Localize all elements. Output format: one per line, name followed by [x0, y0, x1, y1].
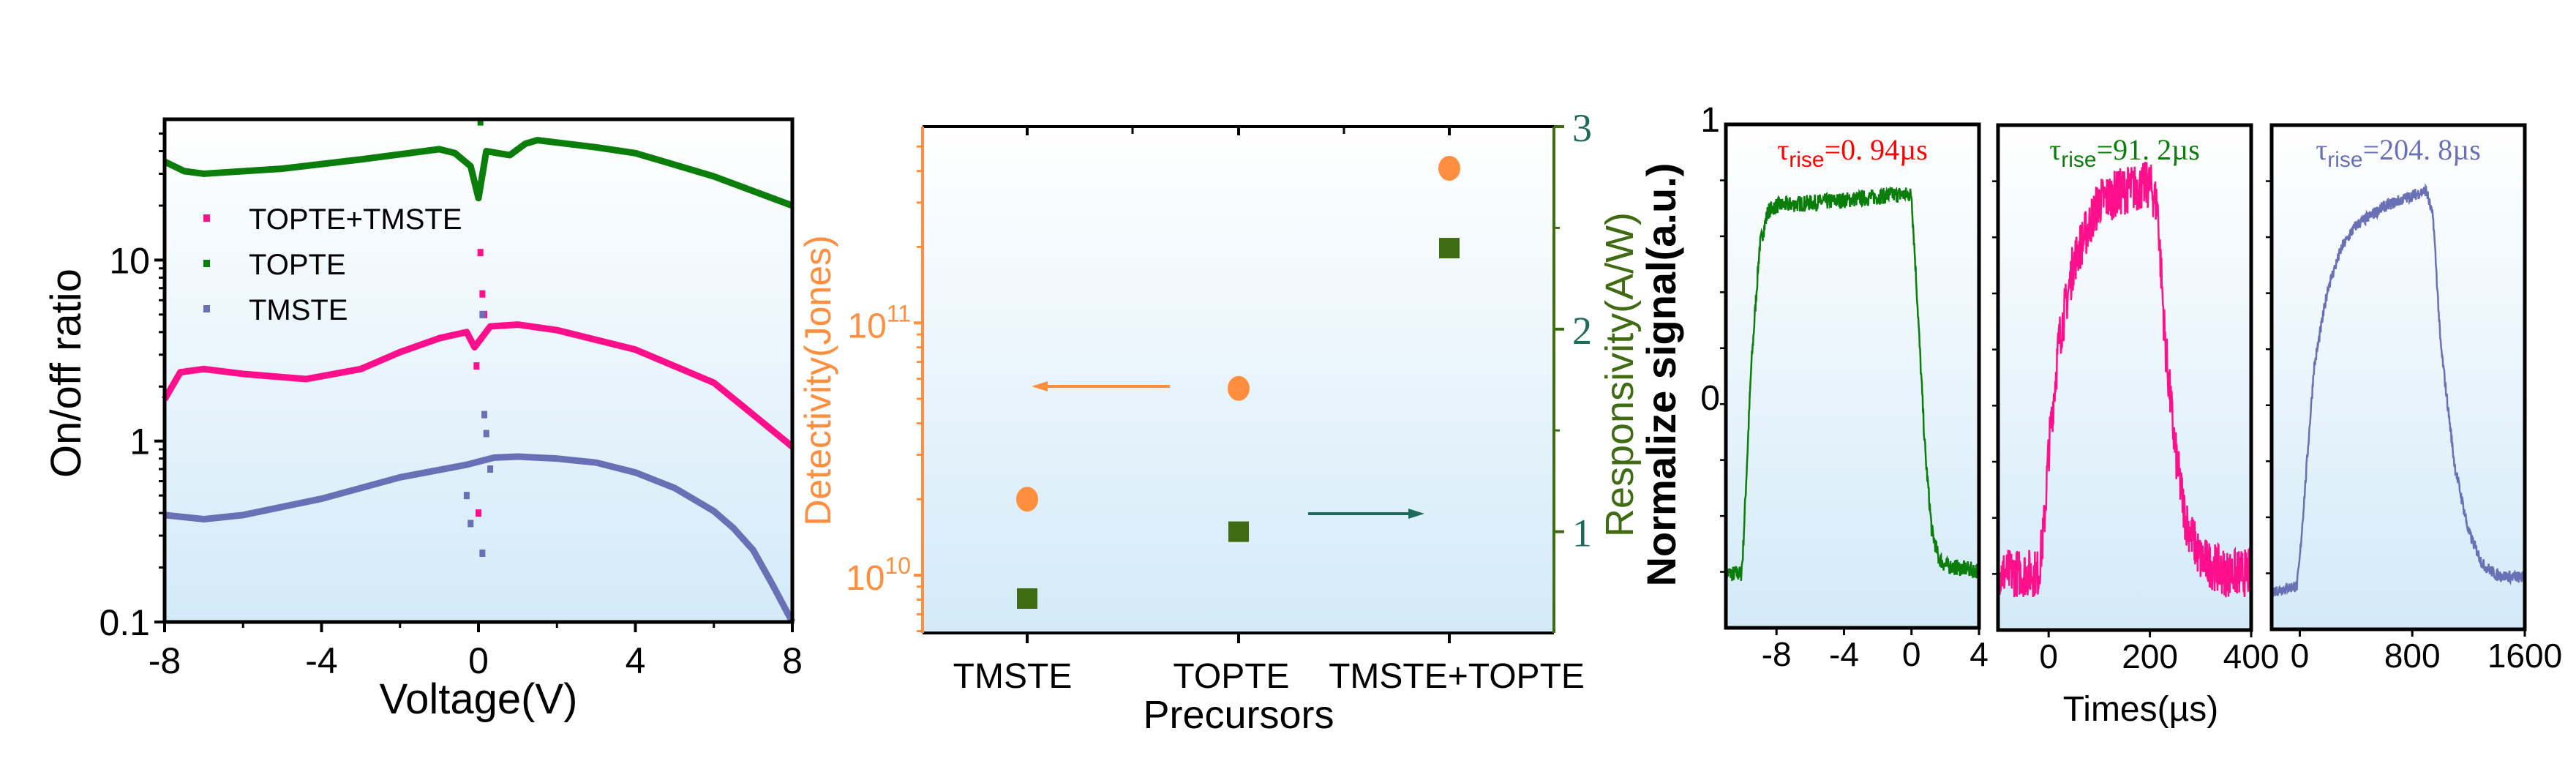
x-tick-label: 200: [2122, 637, 2178, 675]
x-tick-label: 0: [2291, 637, 2310, 675]
on-off-ratio-chart: TOPTE+TMSTE TOPTE TMSTE -8 -4 0 4 8 0.1 1 10: [99, 117, 803, 681]
responsivity-point: [1017, 588, 1037, 609]
data-point: [477, 249, 484, 257]
detectivity-point: [1228, 375, 1250, 401]
y-left-tick-label: 1010: [846, 552, 911, 598]
p2-xlabel: Precursors: [1143, 693, 1334, 737]
p1-xlabel: Voltage(V): [380, 675, 578, 723]
x-tick-label: 0: [468, 640, 489, 681]
p2-ylabel-right: Responsivity(A/W): [1598, 212, 1642, 537]
x-tick-label: 400: [2223, 637, 2280, 675]
p3-xlabel: Times(µs): [2063, 690, 2219, 729]
rise-time-label: τrise=0. 94µs: [1777, 133, 1928, 172]
data-point: [479, 310, 486, 318]
legend-label: TOPTE: [249, 249, 346, 281]
x-tick-label: 4: [626, 640, 646, 681]
legend-label: TOPTE+TMSTE: [249, 203, 462, 236]
p3-ylabel: Normalize signal(a.u.): [1638, 163, 1684, 587]
category-label: TMSTE: [953, 657, 1073, 696]
y-right-tick-label: 2: [1572, 309, 1592, 353]
y-left-tick-label: 1011: [847, 300, 911, 345]
legend-marker: [203, 214, 210, 222]
y-tick-label: 1: [1700, 101, 1720, 140]
detectivity-point: [1016, 487, 1038, 512]
p3-0-frame: [1724, 122, 1981, 630]
y-right-tick-label: 1: [1572, 511, 1592, 555]
signal-trace: [2270, 183, 2526, 600]
legend-marker: [203, 260, 210, 267]
series-line-tmste: [164, 453, 795, 624]
data-point: [467, 520, 474, 528]
data-point: [477, 118, 484, 126]
x-tick-label: -4: [1829, 635, 1859, 673]
y-tick-label: 0: [1700, 379, 1720, 418]
category-label: TOPTE: [1173, 657, 1289, 696]
y-tick-label: 1: [129, 421, 150, 462]
series-line-topte-tmste: [162, 321, 795, 449]
category-label: TMSTE+TOPTE: [1329, 657, 1585, 696]
legend-marker: [203, 305, 210, 312]
data-point: [481, 411, 488, 419]
rise-time-label: τrise=91. 2µs: [2049, 133, 2200, 172]
y-tick-label: 0.1: [99, 602, 150, 643]
p1-ylabel: On/off ratio: [42, 269, 90, 478]
responsivity-point: [1439, 238, 1460, 259]
x-tick-label: 0: [2039, 637, 2058, 675]
x-tick-label: -8: [1762, 635, 1792, 673]
detectivity-point: [1438, 156, 1460, 181]
rise-time-label: τrise=204. 8µs: [2316, 133, 2481, 172]
responsivity-point: [1228, 521, 1249, 542]
data-point: [487, 465, 494, 473]
x-tick-label: 1600: [2487, 637, 2562, 675]
response-time-chart: -8 -4 0 4 1 0 τrise=0. 94µs 0 200 400 τrise=91. 2µ…: [1700, 101, 2562, 675]
x-tick-label: -8: [149, 640, 181, 681]
data-point: [483, 430, 489, 438]
y-right-tick-label: 3: [1572, 106, 1592, 150]
x-tick-label: 8: [782, 640, 803, 681]
arrow-right-icon: [1408, 509, 1424, 519]
data-point: [479, 290, 486, 298]
p3-2-frame: [2269, 123, 2527, 632]
data-point: [479, 549, 486, 557]
signal-trace: [1997, 162, 2253, 598]
p3-1-frame: [1996, 123, 2253, 632]
y-tick-label: 10: [109, 240, 150, 281]
x-tick-label: 800: [2384, 637, 2441, 675]
x-tick-label: 0: [1902, 635, 1921, 673]
detectivity-responsivity-chart: TMSTE TOPTE TMSTE+TOPTE 1010 1011 1 2 3: [846, 106, 1592, 696]
series-line-topte: [163, 137, 794, 209]
legend-label: TMSTE: [249, 294, 348, 326]
signal-trace: [1724, 185, 1980, 582]
data-point: [473, 362, 480, 370]
x-tick-label: -4: [305, 640, 337, 681]
p2-ylabel-left: Detectivity(Jones): [797, 235, 838, 525]
data-point: [476, 509, 481, 517]
x-tick-label: 4: [1969, 635, 1989, 673]
data-point: [463, 492, 470, 500]
arrow-left-icon: [1032, 381, 1048, 391]
